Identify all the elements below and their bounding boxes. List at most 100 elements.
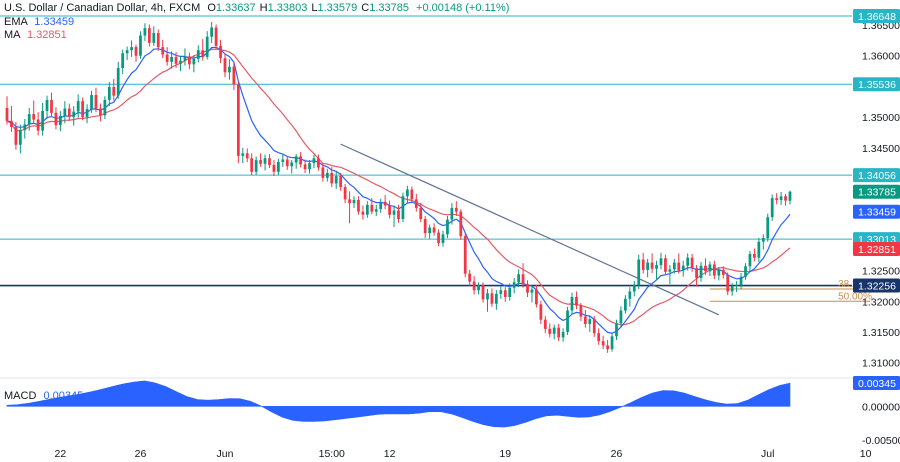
candle-body — [583, 316, 587, 324]
candle — [156, 29, 160, 51]
candle-body — [250, 158, 254, 172]
ema-legend[interactable]: EMA 1.33459 — [4, 16, 74, 29]
candle-body — [143, 28, 147, 36]
candle-body — [294, 156, 298, 163]
candle-body — [10, 120, 13, 127]
candle — [543, 316, 547, 334]
candle — [414, 193, 418, 212]
candle — [103, 96, 107, 119]
candle-body — [517, 274, 520, 283]
candle-body — [521, 274, 525, 285]
candle — [641, 252, 645, 274]
candle-body — [610, 336, 614, 350]
candle — [277, 158, 280, 175]
ma-legend[interactable]: MA 1.32851 — [4, 29, 67, 42]
price-tag-label: 1.33785 — [858, 187, 896, 199]
candle-body — [308, 163, 311, 170]
price-axis-tick: 1.36500 — [862, 20, 900, 32]
candle — [512, 277, 516, 294]
candle-body — [370, 204, 374, 212]
time-axis-tick: 22 — [55, 448, 67, 460]
candle — [147, 24, 151, 47]
candle-body — [699, 265, 703, 278]
candle-body — [205, 36, 209, 57]
candle — [788, 190, 792, 205]
candle-body — [312, 158, 316, 164]
candle — [655, 260, 658, 280]
candle-body — [624, 298, 627, 311]
candle — [744, 263, 747, 280]
candle — [379, 198, 383, 213]
candle — [219, 39, 222, 64]
candle — [401, 192, 405, 223]
ohlc-value: 1.33579 — [317, 2, 358, 14]
candle — [708, 261, 712, 277]
time-axis-tick: 15:00 — [319, 448, 345, 460]
candle-body — [481, 285, 485, 300]
candle-body — [526, 284, 529, 293]
price-axis: 1.36500 1.36000 1.35000 1.34500 1.32500 1.320… — [853, 8, 900, 447]
candle-body — [290, 162, 294, 167]
candle — [730, 282, 734, 296]
candle-body — [94, 95, 98, 109]
candle — [179, 55, 182, 72]
candle — [668, 265, 672, 285]
candle-body — [219, 45, 222, 59]
time-axis-tick: 26 — [611, 448, 623, 460]
candle — [361, 205, 365, 220]
candle — [406, 185, 409, 204]
candle-body — [668, 269, 672, 272]
symbol-legend[interactable]: U.S. Dollar / Canadian Dollar, 4h, FXCM … — [4, 2, 509, 15]
candle-body — [744, 266, 747, 277]
candle-body — [757, 241, 761, 258]
candle — [139, 31, 142, 59]
candle — [59, 110, 62, 132]
candle — [10, 106, 13, 132]
candle — [143, 23, 147, 42]
candle-body — [321, 167, 325, 178]
candle-body — [459, 211, 463, 237]
candle — [241, 147, 245, 164]
price-tag-bg — [853, 204, 900, 219]
candle-body — [147, 28, 151, 43]
candle — [45, 95, 49, 119]
candle-body — [579, 305, 583, 317]
candle — [54, 107, 58, 130]
candle-body — [494, 293, 498, 304]
candle-body — [753, 254, 756, 258]
ema-value: 1.33459 — [34, 16, 75, 28]
candle — [779, 192, 783, 205]
candle — [526, 280, 529, 297]
candle — [14, 122, 18, 150]
candle — [637, 254, 641, 289]
price-axis-tick: 1.31000 — [862, 358, 900, 370]
candle-body — [330, 172, 334, 184]
candle — [570, 292, 574, 315]
candle — [392, 205, 396, 227]
candle-body — [281, 159, 285, 162]
candle — [67, 103, 71, 121]
candle-body — [317, 158, 320, 168]
candle — [646, 258, 650, 278]
candle — [321, 163, 325, 182]
candle-body — [165, 54, 169, 62]
candle — [579, 303, 583, 321]
candle-body — [72, 111, 76, 118]
candle — [90, 90, 93, 113]
candle-body — [503, 290, 507, 297]
candle — [735, 281, 738, 293]
candle — [450, 203, 454, 225]
candle-body — [570, 296, 574, 311]
candle — [463, 232, 467, 278]
candle — [365, 201, 369, 218]
candle-body — [557, 327, 561, 338]
candle — [263, 154, 267, 171]
candle-body — [561, 331, 565, 338]
candle-body — [477, 285, 480, 291]
macd-legend[interactable]: MACD 0.00345 — [4, 390, 83, 403]
candle-body — [357, 199, 360, 212]
candle — [423, 215, 427, 239]
candle — [299, 152, 303, 168]
candle — [508, 283, 512, 301]
candle-body — [735, 285, 738, 287]
